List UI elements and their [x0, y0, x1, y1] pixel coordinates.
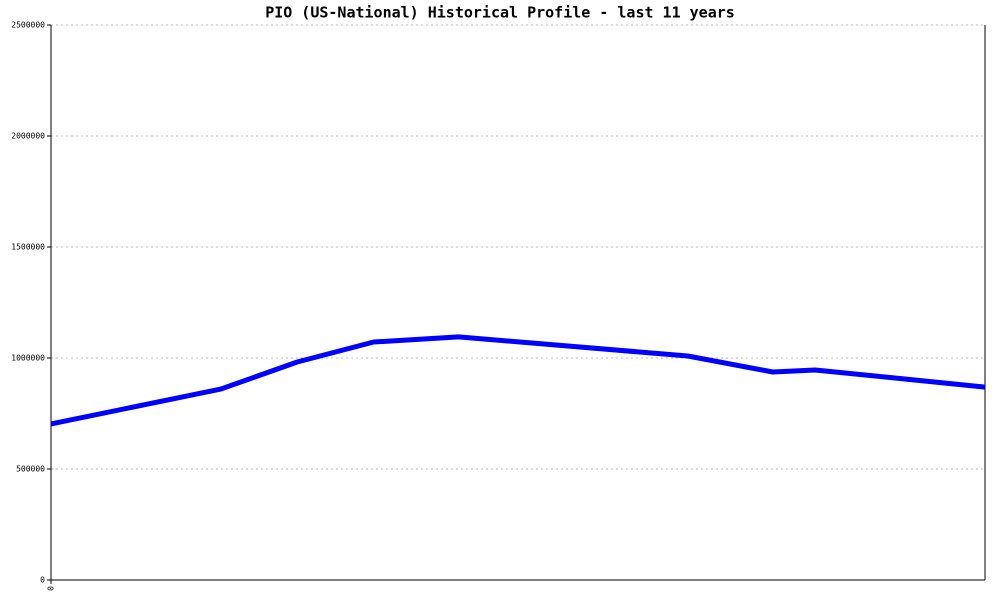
y-tick-label: 0 [40, 576, 45, 585]
y-tick-label: 1500000 [11, 243, 45, 252]
y-tick-label: 1000000 [11, 354, 45, 363]
x-tick-label: 0 [47, 586, 56, 591]
chart-title: PIO (US-National) Historical Profile - l… [265, 4, 735, 22]
y-tick-label: 500000 [16, 465, 45, 474]
data-line [50, 334, 986, 427]
y-tick-label: 2000000 [11, 132, 45, 141]
y-tick-label: 2500000 [11, 21, 45, 30]
